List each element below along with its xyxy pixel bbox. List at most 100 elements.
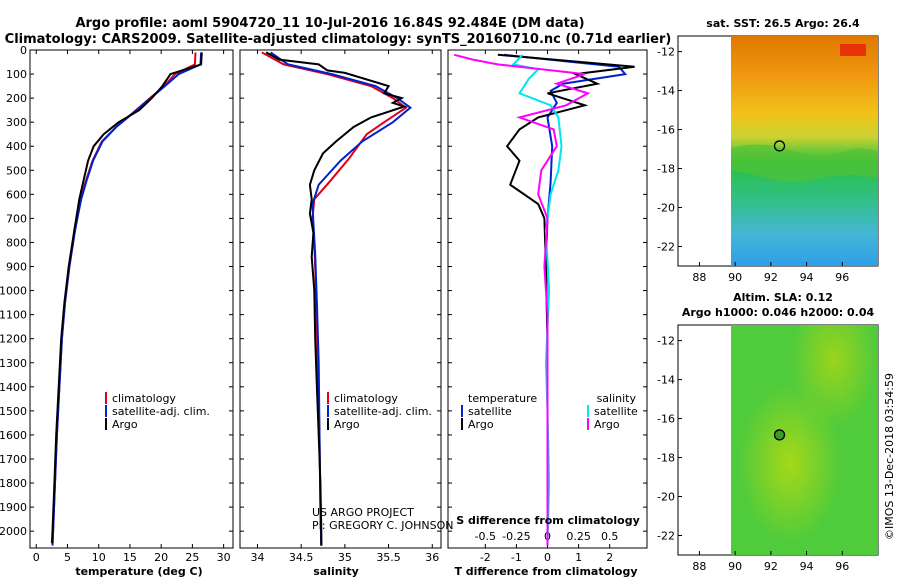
sla-map-axes: 88 90 92 94 96 -12 -14 -16 -18 -20 -22 [657, 335, 849, 573]
x-tick-label: 10 [92, 551, 106, 564]
sla-map-title2: Argo h1000: 0.046 h2000: 0.04 [682, 306, 875, 319]
y-tick-label: 1200 [0, 333, 27, 346]
y-tick-label: 1100 [0, 309, 27, 322]
legend-climatology: climatology [334, 392, 398, 405]
difference-x2label: S difference from climatology [456, 514, 640, 527]
sla-map [677, 324, 879, 556]
sst-warm-patch [840, 44, 866, 56]
x-tick-label: 1 [575, 551, 582, 564]
temperature-xlabel: temperature (deg C) [75, 565, 202, 578]
y-tick-label: 1700 [0, 453, 27, 466]
legend-satellite-adj: satellite-adj. clim. [112, 405, 210, 418]
map-x-tick-label: 92 [764, 560, 778, 573]
x-tick-label: 35.5 [376, 551, 401, 564]
temperature-panel-frame [29, 49, 234, 549]
legend-argo-s: Argo [594, 418, 620, 431]
y-tick-label: 500 [6, 164, 27, 177]
x2-tick-label: 0.5 [601, 530, 619, 543]
map-y-tick-label: -12 [657, 46, 675, 59]
y-tick-label: 0 [20, 44, 27, 57]
series-line-climatology [51, 52, 197, 546]
x2-tick-label: 0.25 [566, 530, 591, 543]
legend-temperature-title: temperature [468, 392, 537, 405]
map-y-tick-label: -12 [657, 335, 675, 348]
figure-title-line2: Climatology: CARS2009. Satellite-adjuste… [5, 32, 672, 47]
legend-satellite-t: satellite [468, 405, 512, 418]
y-tick-label: 1800 [0, 477, 27, 490]
sst-float-marker [773, 140, 786, 152]
map-y-tick-label: -18 [657, 163, 675, 176]
sst-front [731, 144, 878, 182]
y-tick-label: 1500 [0, 405, 27, 418]
series-line-argo [50, 52, 203, 544]
x-tick-label: 5 [64, 551, 71, 564]
y-tick-label: 300 [6, 116, 27, 129]
x-tick-label: -1 [511, 551, 522, 564]
difference-plot: -2 -1 0 1 2-0.5 -0.25 0 0.25 0.5 [448, 49, 647, 564]
legend-climatology: climatology [112, 392, 176, 405]
salinity-panel-frame [239, 49, 442, 549]
map-y-tick-label: -16 [657, 413, 675, 426]
map-x-tick-label: 92 [764, 271, 778, 284]
series-line-argo-s [453, 53, 591, 546]
legend-argo: Argo [112, 418, 138, 431]
credit-pi: PI: GREGORY C. JOHNSON [312, 519, 453, 532]
series-line-argo [265, 51, 408, 546]
map-y-tick-label: -18 [657, 452, 675, 465]
map-x-tick-label: 88 [692, 271, 706, 284]
salinity-legend: climatology satellite-adj. clim. Argo [327, 392, 432, 431]
x-tick-label: 15 [123, 551, 137, 564]
x-tick-label: 2 [606, 551, 613, 564]
legend-satellite-adj: satellite-adj. clim. [334, 405, 432, 418]
map-y-tick-label: -20 [657, 202, 675, 215]
y-tick-label: 1400 [0, 381, 27, 394]
figure-title-line1: Argo profile: aoml 5904720_11 10-Jul-201… [75, 16, 584, 31]
series-line-satellite-adj-clim- [51, 52, 203, 546]
x-tick-label: 25 [185, 551, 199, 564]
credit-project: US ARGO PROJECT [312, 506, 414, 519]
sst-map-title: sat. SST: 26.5 Argo: 26.4 [706, 17, 860, 30]
salinity-xlabel: salinity [313, 565, 359, 578]
x-tick-label: 30 [217, 551, 231, 564]
y-tick-label: 1600 [0, 429, 27, 442]
y-tick-label: 400 [6, 140, 27, 153]
map-y-tick-label: -14 [657, 374, 675, 387]
legend-argo: Argo [334, 418, 360, 431]
legend-salinity-title: salinity [597, 392, 637, 405]
sst-map-axes: 88 90 92 94 96 -12 -14 -16 -18 -20 -22 [657, 46, 849, 284]
sla-high-patch-2 [731, 325, 878, 555]
y-tick-label: 1000 [0, 285, 27, 298]
map-x-tick-label: 96 [835, 271, 849, 284]
salinity-plot: 34 34.5 35 35.5 36 [240, 49, 441, 564]
map-y-tick-label: -20 [657, 491, 675, 504]
x-tick-label: 34 [250, 551, 264, 564]
map-x-tick-label: 88 [692, 560, 706, 573]
map-y-tick-label: -16 [657, 124, 675, 137]
x-tick-label: 20 [154, 551, 168, 564]
x2-tick-label: -0.25 [502, 530, 530, 543]
x2-tick-label: -0.5 [475, 530, 496, 543]
y-tick-label: 1900 [0, 501, 27, 514]
y-tick-label: 1300 [0, 357, 27, 370]
y-tick-label: 900 [6, 261, 27, 274]
temperature-plot: 0100200300400500600700800900100011001200… [0, 44, 233, 564]
sst-map [677, 35, 879, 267]
y-tick-label: 200 [6, 92, 27, 105]
sla-float-marker [773, 429, 786, 441]
sla-map-title1: Altim. SLA: 0.12 [733, 291, 833, 304]
legend-argo-t: Argo [468, 418, 494, 431]
y-tick-label: 700 [6, 212, 27, 225]
map-x-tick-label: 94 [800, 271, 814, 284]
y-tick-label: 800 [6, 236, 27, 249]
series-line-argo-t [497, 53, 635, 546]
map-y-tick-label: -14 [657, 85, 675, 98]
x-tick-label: 36 [425, 551, 439, 564]
x-tick-label: 34.5 [289, 551, 314, 564]
x-tick-label: 0 [33, 551, 40, 564]
legend-satellite-s: satellite [594, 405, 638, 418]
map-x-tick-label: 90 [728, 560, 742, 573]
y-tick-label: 100 [6, 68, 27, 81]
x-tick-label: -2 [480, 551, 491, 564]
map-x-tick-label: 96 [835, 560, 849, 573]
